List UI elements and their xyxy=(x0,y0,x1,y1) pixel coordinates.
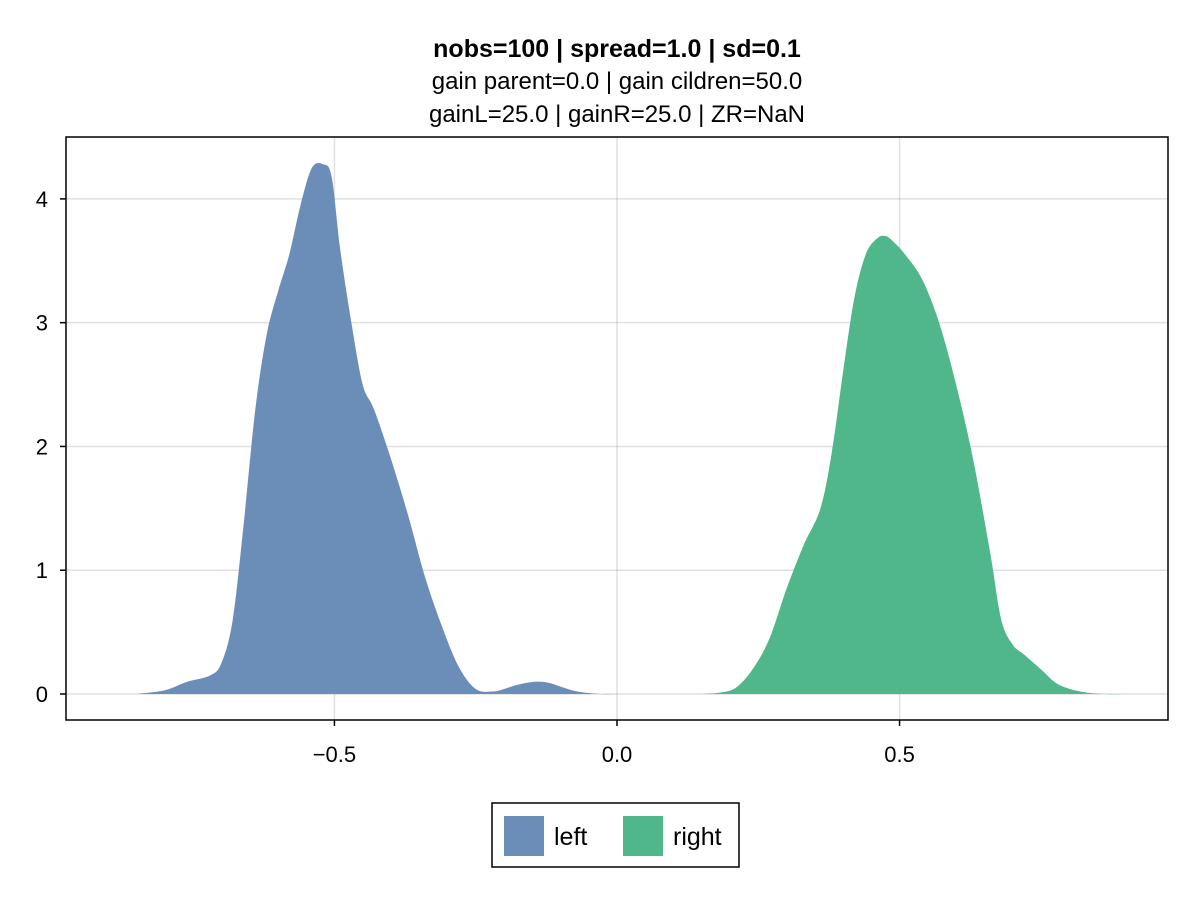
y-tick-label: 1 xyxy=(36,558,48,583)
legend-label-left: left xyxy=(554,823,587,851)
legend-swatch-left xyxy=(504,816,544,856)
chart-subtitle-line-2: gainL=25.0 | gainR=25.0 | ZR=NaN xyxy=(429,101,805,128)
legend: left right xyxy=(491,802,740,868)
y-tick-label: 4 xyxy=(36,187,48,212)
legend-frame xyxy=(491,802,740,868)
axes: −0.5 0.0 0.5 0 1 2 3 4 xyxy=(36,187,915,767)
y-tick-label: 2 xyxy=(36,434,48,459)
chart-subtitle-line-1: gain parent=0.0 | gain cildren=50.0 xyxy=(432,68,803,95)
x-tick-label: −0.5 xyxy=(313,742,356,767)
y-tick-label: 3 xyxy=(36,311,48,336)
y-tick-label: 0 xyxy=(36,682,48,707)
series-areas xyxy=(136,162,1126,695)
legend-swatch-right xyxy=(623,816,663,856)
x-tick-label: 0.0 xyxy=(602,742,633,767)
chart-title: nobs=100 | spread=1.0 | sd=0.1 xyxy=(433,35,801,63)
legend-label-right: right xyxy=(673,823,722,851)
density-area-right xyxy=(701,235,1126,695)
x-tick-label: 0.5 xyxy=(884,742,915,767)
density-area-left xyxy=(136,162,617,695)
